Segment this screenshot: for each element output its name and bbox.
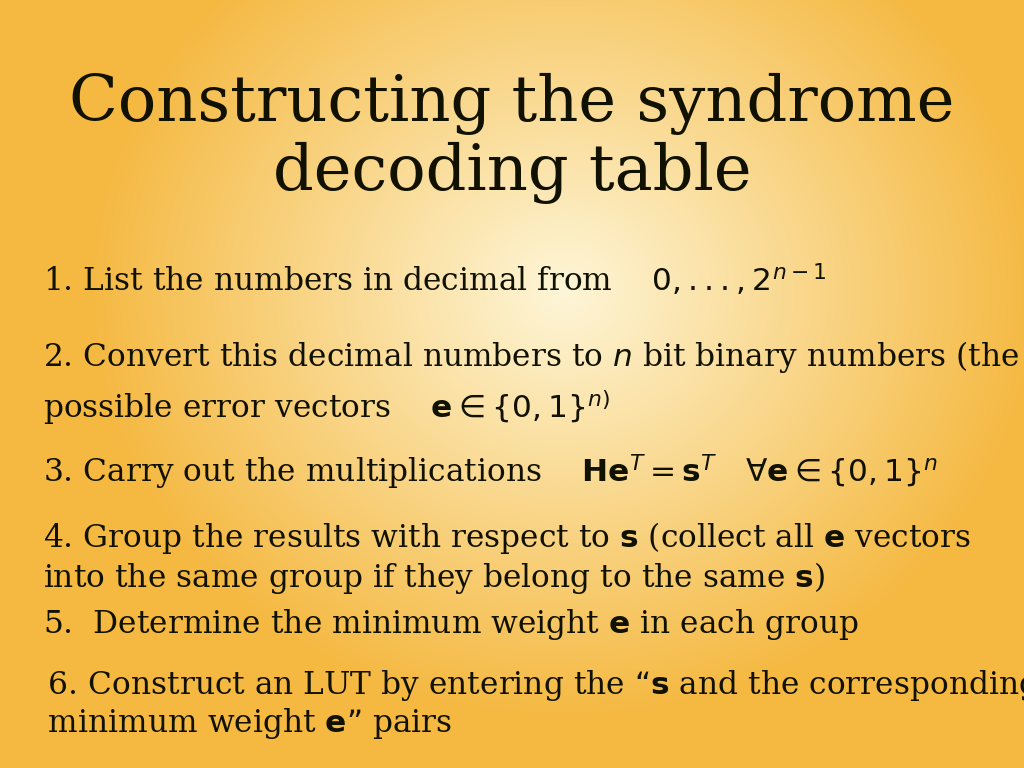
Text: 3. Carry out the multiplications $\quad \mathbf{He}^T = \mathbf{s}^T \quad \fora: 3. Carry out the multiplications $\quad … — [43, 452, 938, 492]
Text: into the same group if they belong to the same $\mathbf{s}$): into the same group if they belong to th… — [43, 560, 825, 595]
Text: 4. Group the results with respect to $\mathbf{s}$ (collect all $\mathbf{e}$ vect: 4. Group the results with respect to $\m… — [43, 520, 971, 555]
Text: 5.  Determine the minimum weight $\mathbf{e}$ in each group: 5. Determine the minimum weight $\mathbf… — [43, 607, 858, 642]
Text: minimum weight $\mathbf{e}$” pairs: minimum weight $\mathbf{e}$” pairs — [38, 706, 452, 741]
Text: possible error vectors $\quad \mathbf{e} \in \{0,1\}^{n)}$: possible error vectors $\quad \mathbf{e}… — [43, 388, 609, 426]
Text: Constructing the syndrome: Constructing the syndrome — [70, 73, 954, 134]
Text: 6. Construct an LUT by entering the “$\mathbf{s}$ and the corresponding: 6. Construct an LUT by entering the “$\m… — [38, 667, 1024, 703]
Text: 2. Convert this decimal numbers to $n$ bit binary numbers (the: 2. Convert this decimal numbers to $n$ b… — [43, 339, 1019, 375]
Text: decoding table: decoding table — [272, 142, 752, 204]
Text: 1. List the numbers in decimal from $\quad 0,...,2^{n-1}$: 1. List the numbers in decimal from $\qu… — [43, 262, 826, 299]
